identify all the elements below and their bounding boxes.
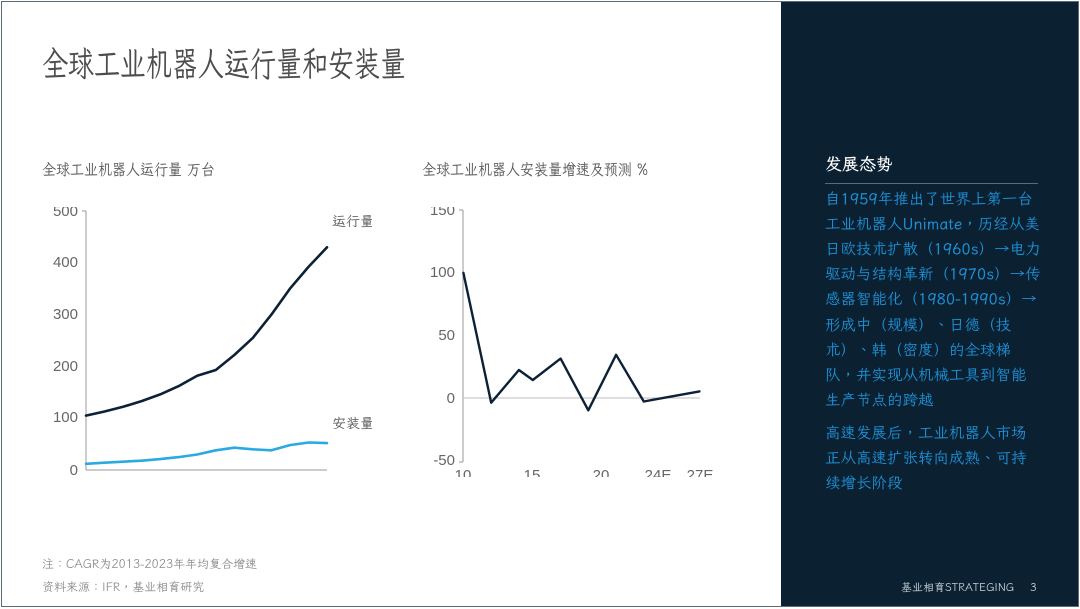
svg-text:100: 100 <box>53 409 78 426</box>
svg-text:200: 200 <box>53 358 78 375</box>
svg-text:27E: 27E <box>687 467 714 477</box>
svg-text:0: 0 <box>447 390 455 407</box>
svg-text:150: 150 <box>430 207 455 219</box>
svg-text:20: 20 <box>271 475 288 477</box>
svg-text:500: 500 <box>53 207 78 220</box>
svg-text:400: 400 <box>53 254 78 271</box>
svg-text:100: 100 <box>430 264 455 281</box>
svg-text:23: 23 <box>319 475 336 477</box>
svg-text:运行量: 运行量 <box>332 212 372 230</box>
svg-text:15: 15 <box>524 467 541 477</box>
svg-text:15: 15 <box>174 475 191 477</box>
svg-text:安装量: 安装量 <box>332 414 372 432</box>
svg-text:300: 300 <box>53 306 78 323</box>
svg-text:-50: -50 <box>433 452 455 469</box>
svg-text:24E: 24E <box>645 467 672 477</box>
svg-text:20: 20 <box>593 467 610 477</box>
svg-text:50: 50 <box>438 327 455 344</box>
svg-text:10: 10 <box>455 467 472 477</box>
svg-text:10: 10 <box>78 475 95 477</box>
